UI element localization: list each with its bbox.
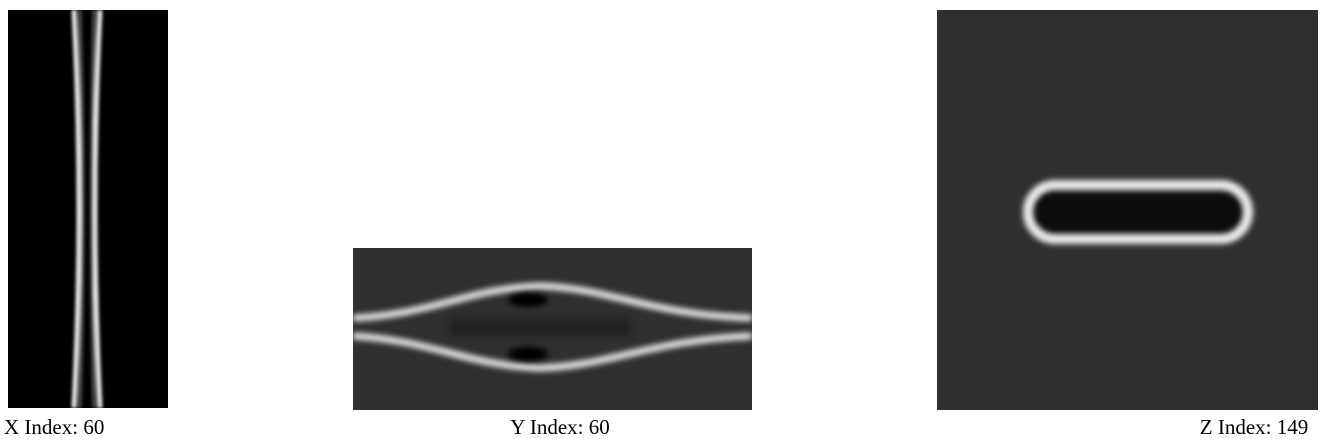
z-slice-image: [937, 10, 1318, 410]
caption: Z Index: 149: [1200, 415, 1308, 439]
x-slice-image: [8, 10, 168, 408]
y-slice-image: [353, 248, 752, 410]
caption: X Index: 60: [4, 415, 104, 439]
caption: Y Index: 60: [510, 415, 610, 439]
